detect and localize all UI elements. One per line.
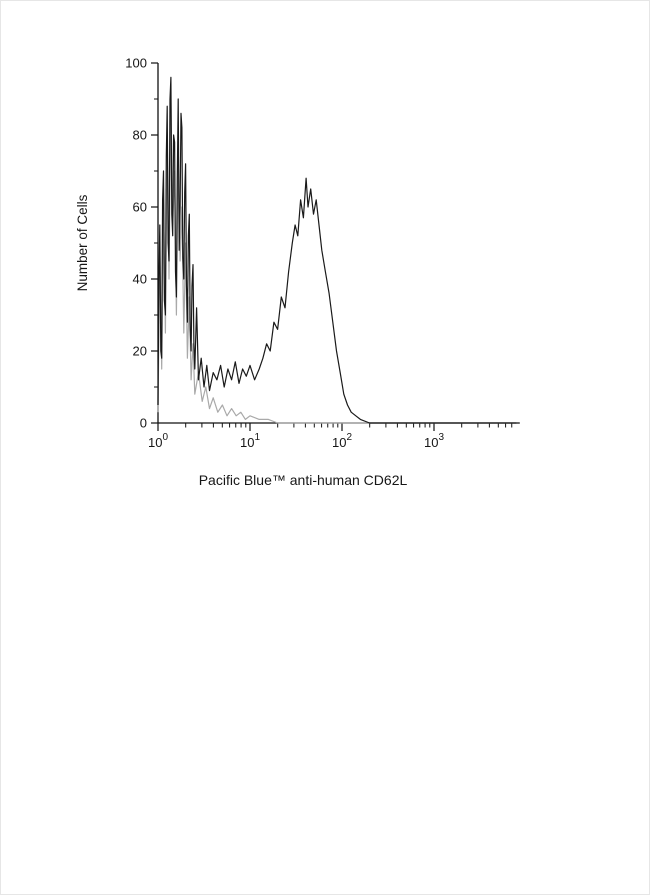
x-axis-label: Pacific Blue™ anti-human CD62L bbox=[199, 472, 408, 488]
axes-layer: 0 20 40 60 80 100 100 101 102 103 bbox=[125, 56, 520, 450]
series-layer bbox=[157, 76, 517, 424]
y-tick-label: 40 bbox=[133, 272, 147, 287]
black-cd62l-trace bbox=[157, 76, 517, 424]
y-tick-label: 20 bbox=[133, 344, 147, 359]
x-tick-label: 103 bbox=[424, 432, 444, 450]
x-tick-label: 100 bbox=[148, 432, 168, 450]
y-tick-label: 100 bbox=[125, 56, 147, 71]
flow-cytometry-histogram-figure: 0 20 40 60 80 100 100 101 102 103 Number of Cells… bbox=[1, 1, 649, 546]
gray-control-trace bbox=[157, 98, 517, 424]
y-axis-label: Number of Cells bbox=[75, 194, 90, 291]
y-tick-label: 80 bbox=[133, 128, 147, 143]
x-tick-label: 102 bbox=[332, 432, 352, 450]
y-tick-label: 0 bbox=[140, 416, 147, 431]
x-tick-label: 101 bbox=[240, 432, 260, 450]
flow-cytometry-histogram: 0 20 40 60 80 100 100 101 102 103 Number of Cells… bbox=[75, 56, 520, 488]
y-tick-label: 60 bbox=[133, 200, 147, 215]
